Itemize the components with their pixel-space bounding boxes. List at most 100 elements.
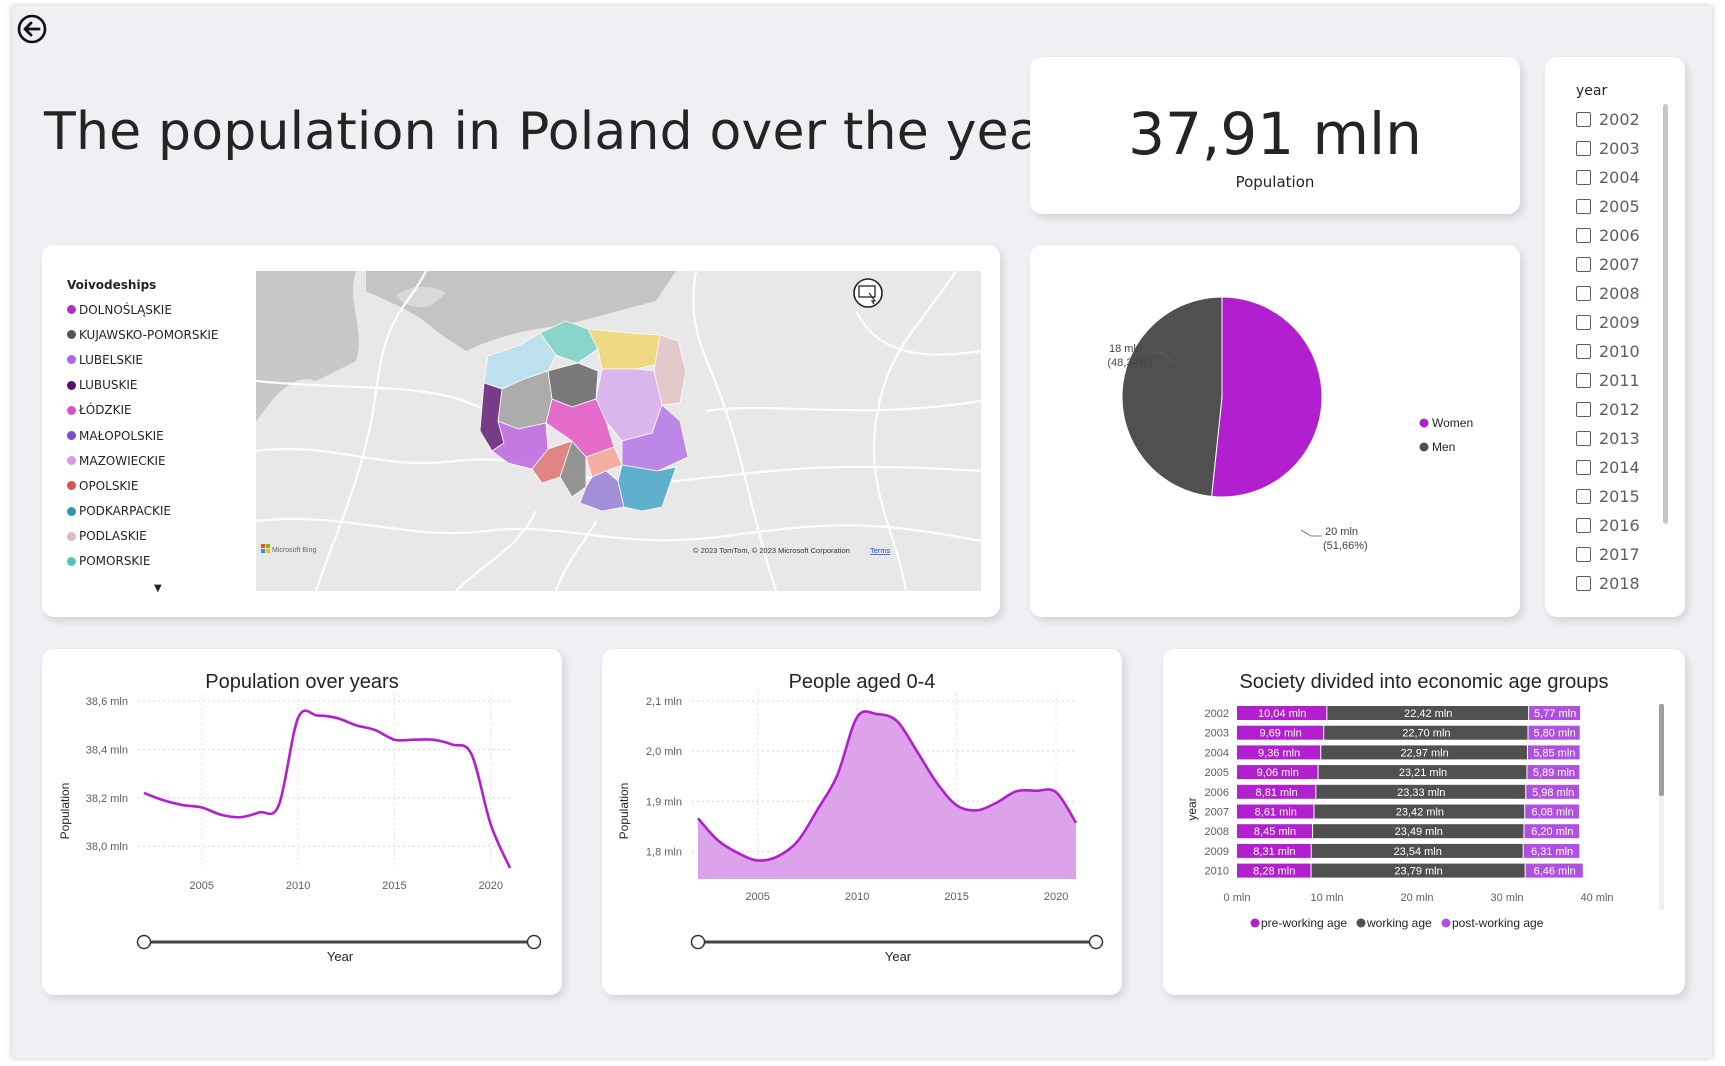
year-option[interactable]: 2003 bbox=[1576, 134, 1640, 163]
population-kpi-card[interactable]: 37,91 mln Population bbox=[1030, 57, 1520, 214]
bar-data-label: 23,21 mln bbox=[1399, 767, 1447, 779]
year-option-label: 2003 bbox=[1599, 139, 1640, 158]
checkbox-icon[interactable] bbox=[1576, 199, 1591, 214]
bar-data-label: 5,80 mln bbox=[1534, 728, 1576, 740]
checkbox-icon[interactable] bbox=[1576, 170, 1591, 185]
legend-label: POMORSKIE bbox=[79, 554, 151, 569]
checkbox-icon[interactable] bbox=[1576, 141, 1591, 156]
y-tick-label: 2006 bbox=[1205, 787, 1229, 799]
legend-label: post-working age bbox=[1452, 916, 1544, 930]
checkbox-icon[interactable] bbox=[1576, 547, 1591, 562]
kids-area-card[interactable]: People aged 0-4 Population Year 1,8 mln 1… bbox=[602, 649, 1122, 995]
bar-segment bbox=[1237, 824, 1313, 839]
population-line-card[interactable]: Population over years Population Year 38… bbox=[42, 649, 562, 995]
x-tick-label: 20 mln bbox=[1400, 892, 1433, 904]
year-option[interactable]: 2013 bbox=[1576, 424, 1640, 453]
year-option[interactable]: 2012 bbox=[1576, 395, 1640, 424]
pie-slice-women bbox=[1211, 296, 1323, 498]
kids-area-chart[interactable]: Population Year 1,8 mln 1,9 mln 2,0 mln 2,1… bbox=[602, 649, 1122, 995]
checkbox-icon[interactable] bbox=[1576, 344, 1591, 359]
checkbox-icon[interactable] bbox=[1576, 576, 1591, 591]
legend-men-label: Men bbox=[1432, 440, 1455, 454]
back-arrow-icon[interactable] bbox=[15, 12, 49, 46]
bar-segment bbox=[1237, 863, 1311, 878]
bar-data-label: 23,33 mln bbox=[1397, 787, 1445, 799]
year-option[interactable]: 2018 bbox=[1576, 569, 1640, 598]
legend-item[interactable]: LUBELSKIE bbox=[67, 347, 218, 372]
year-option[interactable]: 2010 bbox=[1576, 337, 1640, 366]
map-svg[interactable]: Microsoft Bing © 2023 TomTom, © 2023 Mic… bbox=[256, 271, 981, 591]
x-tick-label: 40 mln bbox=[1580, 892, 1613, 904]
year-option-label: 2011 bbox=[1599, 371, 1640, 390]
bar-data-label: 23,54 mln bbox=[1394, 846, 1442, 858]
year-option[interactable]: 2009 bbox=[1576, 308, 1640, 337]
year-option[interactable]: 2008 bbox=[1576, 279, 1640, 308]
year-option[interactable]: 2006 bbox=[1576, 221, 1640, 250]
year-option[interactable]: 2005 bbox=[1576, 192, 1640, 221]
bar-data-label: 5,98 mln bbox=[1532, 787, 1574, 799]
checkbox-icon[interactable] bbox=[1576, 373, 1591, 388]
legend-label: DOLNOŚLĄSKIE bbox=[79, 302, 172, 317]
y-tick-label: 1,8 mln bbox=[646, 846, 682, 858]
year-option[interactable]: 2007 bbox=[1576, 250, 1640, 279]
year-option-label: 2008 bbox=[1599, 284, 1640, 303]
checkbox-icon[interactable] bbox=[1576, 315, 1591, 330]
y-tick-label: 2010 bbox=[1205, 866, 1229, 878]
age-groups-bar-chart[interactable]: year 0 mln 10 mln 20 mln 30 mln 40 mln 2002 10… bbox=[1163, 649, 1685, 995]
legend-label: working age bbox=[1366, 916, 1432, 930]
year-option[interactable]: 2002 bbox=[1576, 105, 1640, 134]
checkbox-icon[interactable] bbox=[1576, 286, 1591, 301]
bar-segment bbox=[1527, 745, 1580, 760]
year-option-label: 2007 bbox=[1599, 255, 1640, 274]
region-warminsko-mazurskie bbox=[587, 328, 663, 370]
checkbox-icon[interactable] bbox=[1576, 518, 1591, 533]
age-groups-bar-card[interactable]: Society divided into economic age groups… bbox=[1163, 649, 1685, 995]
year-option[interactable]: 2011 bbox=[1576, 366, 1640, 395]
legend-item[interactable]: OPOLSKIE bbox=[67, 473, 218, 498]
kpi-value: 37,91 mln bbox=[1128, 100, 1422, 168]
checkbox-icon[interactable] bbox=[1576, 460, 1591, 475]
year-option-label: 2016 bbox=[1599, 516, 1640, 535]
year-option-label: 2018 bbox=[1599, 574, 1640, 593]
checkbox-icon[interactable] bbox=[1576, 402, 1591, 417]
year-option[interactable]: 2014 bbox=[1576, 453, 1640, 482]
year-option[interactable]: 2004 bbox=[1576, 163, 1640, 192]
legend-item[interactable]: ŁÓDZKIE bbox=[67, 398, 218, 423]
pie-slice-men bbox=[1121, 296, 1223, 498]
area-fill bbox=[698, 711, 1076, 879]
gender-pie-chart[interactable]: 18 mln (48,34%) 20 mln (51,66%) Women Me… bbox=[1030, 245, 1520, 617]
checkbox-icon[interactable] bbox=[1576, 112, 1591, 127]
map-terms-link: Terms bbox=[870, 546, 891, 555]
legend-item[interactable]: LUBUSKIE bbox=[67, 373, 218, 398]
checkbox-icon[interactable] bbox=[1576, 489, 1591, 504]
legend-item[interactable]: PODKARPACKIE bbox=[67, 499, 218, 524]
checkbox-icon[interactable] bbox=[1576, 228, 1591, 243]
report-canvas: The population in Poland over the years … bbox=[12, 6, 1712, 1058]
year-option[interactable]: 2017 bbox=[1576, 540, 1640, 569]
bar-data-label: 8,81 mln bbox=[1256, 787, 1298, 799]
population-line-chart[interactable]: Population Year 38,0 mln 38,2 mln 38,4 mln… bbox=[42, 649, 562, 995]
year-list: 2002 2003 2004 2005 2006 2007 2008 2009 2010 2011… bbox=[1576, 105, 1640, 598]
year-option-label: 2006 bbox=[1599, 226, 1640, 245]
legend-item[interactable]: MAŁOPOLSKIE bbox=[67, 423, 218, 448]
chevron-down-icon[interactable]: ▼ bbox=[154, 583, 162, 594]
legend-item[interactable]: MAZOWIECKIE bbox=[67, 448, 218, 473]
map-visual[interactable]: Microsoft Bing © 2023 TomTom, © 2023 Mic… bbox=[256, 271, 981, 591]
voivodeship-map-card[interactable]: Voivodeships DOLNOŚLĄSKIE KUJAWSKO-POMORS… bbox=[42, 245, 1000, 617]
slicer-scrollbar[interactable] bbox=[1663, 104, 1668, 524]
legend-item[interactable]: DOLNOŚLĄSKIE bbox=[67, 297, 218, 322]
bar-data-label: 22,42 mln bbox=[1404, 708, 1452, 720]
x-tick-label: 10 mln bbox=[1310, 892, 1343, 904]
legend-item[interactable]: POMORSKIE bbox=[67, 549, 218, 574]
map-attribution-right: © 2023 TomTom, © 2023 Microsoft Corporat… bbox=[693, 546, 850, 555]
year-option-label: 2013 bbox=[1599, 429, 1640, 448]
year-slicer[interactable]: year 2002 2003 2004 2005 2006 2007 2008 2009 201… bbox=[1545, 57, 1685, 617]
checkbox-icon[interactable] bbox=[1576, 257, 1591, 272]
legend-item[interactable]: PODLASKIE bbox=[67, 524, 218, 549]
checkbox-icon[interactable] bbox=[1576, 431, 1591, 446]
year-option[interactable]: 2015 bbox=[1576, 482, 1640, 511]
gender-pie-card[interactable]: 18 mln (48,34%) 20 mln (51,66%) Women Me… bbox=[1030, 245, 1520, 617]
year-option[interactable]: 2016 bbox=[1576, 511, 1640, 540]
legend-item[interactable]: KUJAWSKO-POMORSKIE bbox=[67, 322, 218, 347]
bar-data-label: 9,69 mln bbox=[1260, 728, 1302, 740]
